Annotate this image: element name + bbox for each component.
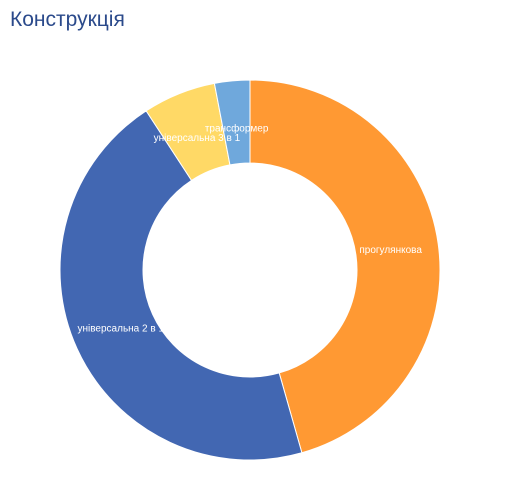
chart-title: Конструкція: [10, 8, 125, 31]
slice-label: універсальна 3 в 1: [154, 133, 241, 144]
slice-label: прогулянкова: [359, 245, 422, 256]
donut-slice: [213, 79, 251, 166]
donut-slice: [249, 79, 441, 454]
donut-slice: [59, 110, 303, 461]
slice-label: універсальна 2 в 1: [77, 323, 164, 334]
slice-label: трансформер: [205, 122, 269, 134]
